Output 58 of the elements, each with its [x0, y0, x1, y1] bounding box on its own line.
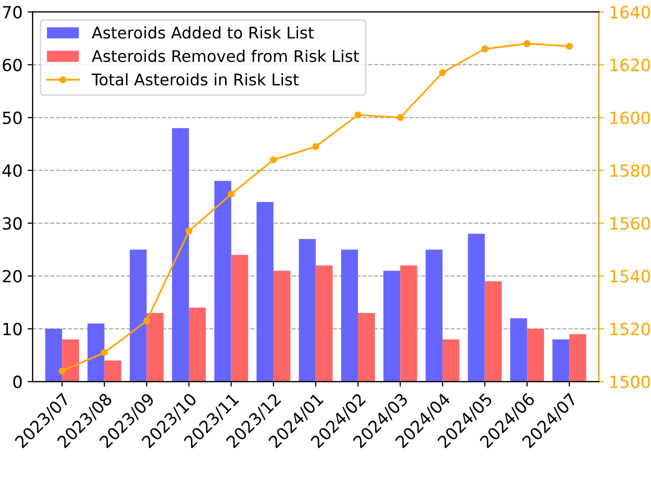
bar: [358, 312, 375, 382]
bar: [146, 312, 164, 382]
point: [566, 42, 573, 50]
y2-tick-label: 1520: [610, 322, 650, 336]
y2-tick-label: 1580: [610, 164, 650, 177]
bar: [569, 334, 586, 382]
bar: [468, 234, 485, 382]
bar: [527, 328, 544, 382]
bar: [62, 339, 80, 382]
point: [481, 45, 488, 52]
bar: [316, 265, 333, 382]
point: [439, 69, 446, 76]
legend-label: Asteroids Removed from Risk List: [92, 50, 359, 62]
y-tick-label: 70: [2, 6, 22, 18]
bar: [484, 281, 502, 382]
bar: [188, 308, 206, 382]
legend-label: Asteroids Added to Risk List: [92, 26, 314, 39]
point: [312, 143, 320, 150]
bar: [45, 328, 62, 382]
point: [143, 317, 150, 324]
point: [524, 40, 531, 48]
point: [354, 111, 362, 118]
y2-tick-label: 1600: [610, 112, 650, 124]
y-tick-label: 30: [2, 217, 22, 230]
y2-tick-label: 1540: [610, 270, 650, 283]
bar: [298, 239, 316, 382]
y-tick-label: 50: [2, 112, 22, 124]
bar: [426, 250, 443, 382]
bar: [552, 339, 570, 382]
bar: [383, 270, 400, 382]
bar: [442, 339, 460, 382]
point: [58, 368, 66, 375]
bar: [104, 360, 122, 382]
bar: [341, 250, 358, 382]
y-tick-label: 20: [2, 270, 22, 283]
point: [396, 114, 404, 122]
bar: [172, 128, 189, 382]
bar: [256, 202, 274, 382]
bar: [231, 254, 248, 382]
bar: [87, 324, 104, 382]
y-tick-label: 60: [2, 58, 22, 72]
bar: [130, 250, 147, 382]
point: [100, 349, 108, 356]
bar: [510, 318, 528, 382]
y-tick-label: 40: [2, 164, 22, 177]
y2-tick-label: 1620: [610, 58, 650, 72]
y-tick-label: 10: [3, 322, 22, 336]
point: [228, 190, 235, 198]
y2-tick-label: 1560: [610, 217, 650, 230]
y-tick-label: 0: [13, 376, 22, 388]
point: [270, 156, 277, 164]
legend-label: Total Asteroids in Risk List: [92, 73, 299, 86]
bar: [273, 270, 290, 382]
y2-tick-label: 1500: [610, 376, 650, 388]
point: [185, 228, 192, 235]
y2-tick-label: 1640: [610, 6, 650, 18]
bar: [400, 265, 418, 382]
bar: [214, 180, 232, 382]
